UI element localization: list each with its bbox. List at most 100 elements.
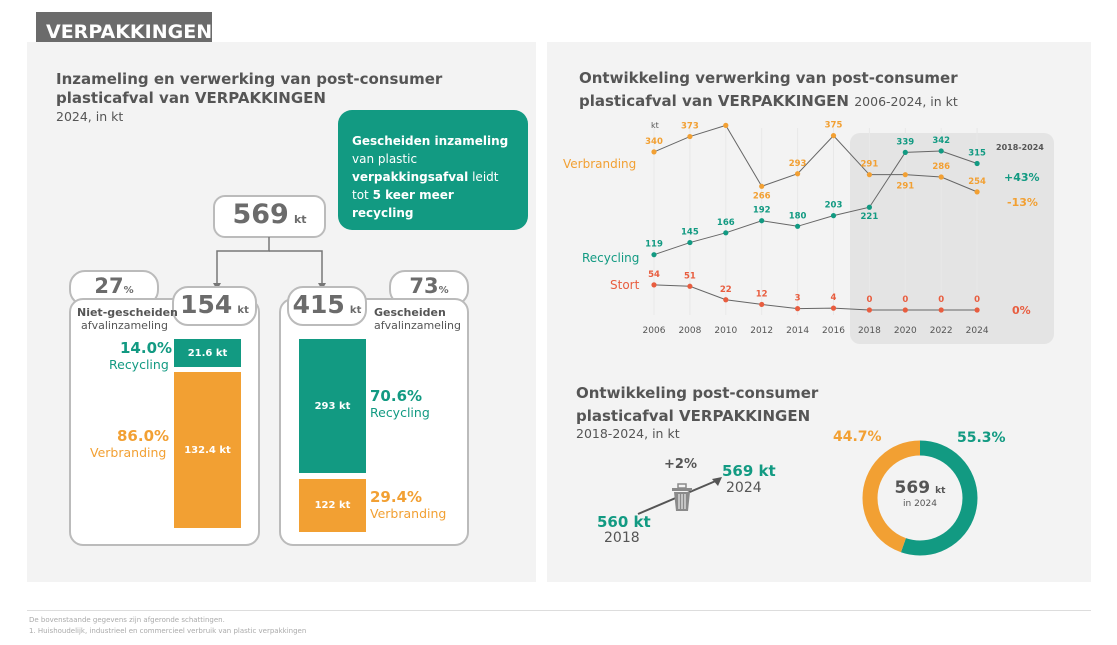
point-verbranding-2024 <box>974 189 980 195</box>
y-unit-label: kt <box>651 121 659 130</box>
gescheiden-recycling-pct: 70.6% <box>370 387 423 405</box>
data-label-recycling-2024: 315 <box>968 149 986 159</box>
data-label-stort-2010: 22 <box>720 285 732 295</box>
niet-unit: kt <box>237 305 249 316</box>
x-tick-2012: 2012 <box>750 326 773 336</box>
right-title-line1: Ontwikkeling verwerking van post-consume… <box>579 69 958 87</box>
to-value: 569 kt <box>722 462 776 480</box>
right-title-line2-text: plasticafval van VERPAKKINGEN <box>579 92 849 110</box>
gescheiden-value-box: 415 kt <box>287 286 367 326</box>
footer-note: De bovenstaande gegevens zijn afgeronde … <box>29 616 225 624</box>
total-box: 569 kt <box>213 195 326 238</box>
data-label-recycling-2012: 192 <box>753 206 771 216</box>
data-label-verbranding-2016: 375 <box>825 121 843 131</box>
point-recycling-2012 <box>759 218 765 224</box>
point-verbranding-2016 <box>830 133 837 139</box>
data-label-recycling-2018: 221 <box>861 212 879 222</box>
data-label-recycling-2006: 119 <box>645 240 663 250</box>
donut-center-unit: kt <box>935 486 946 496</box>
point-verbranding-2022 <box>938 174 944 180</box>
data-label-verbranding-2018: 291 <box>861 160 879 170</box>
data-label-stort-2024: 0 <box>974 295 980 305</box>
data-label-stort-2014: 3 <box>795 294 801 304</box>
total-unit: kt <box>293 213 307 226</box>
x-tick-2024: 2024 <box>966 326 989 336</box>
data-label-verbranding-2024: 254 <box>968 177 986 187</box>
point-verbranding-2014 <box>795 171 801 177</box>
donut-left-pct: 44.7% <box>833 429 882 445</box>
point-recycling-2016 <box>830 213 837 219</box>
niet-value-box: 154 kt <box>172 286 257 326</box>
footer-divider <box>27 610 1091 611</box>
data-label-verbranding-2020: 291 <box>896 182 914 192</box>
x-tick-2016: 2016 <box>822 326 845 336</box>
page-tag-footnote: 1 <box>212 22 220 33</box>
series-line-verbranding <box>653 124 978 193</box>
from-year: 2018 <box>604 530 640 546</box>
point-recycling-2006 <box>651 252 657 258</box>
gescheiden-share-unit: % <box>438 285 449 296</box>
point-recycling-2018 <box>866 204 872 210</box>
point-recycling-2014 <box>795 223 801 229</box>
data-label-stort-2008: 51 <box>684 271 696 281</box>
niet-verbranding-bar: 132.4 kt <box>174 372 241 528</box>
callout-part1: Gescheiden inzameling <box>352 134 509 148</box>
niet-recycling-label: Recycling <box>109 357 169 372</box>
niet-verbranding-pct: 86.0% <box>117 427 170 445</box>
point-stort-2006 <box>651 282 657 288</box>
point-stort-2016 <box>830 305 837 311</box>
data-label-recycling-2016: 203 <box>825 201 843 211</box>
niet-share-value: 27 <box>94 274 124 298</box>
data-label-recycling-2014: 180 <box>789 211 807 221</box>
point-recycling-2008 <box>687 239 693 246</box>
series-label-stort: Stort <box>610 278 640 292</box>
callout-box: Gescheiden inzameling van plastic verpak… <box>338 110 528 230</box>
to-year: 2024 <box>726 480 762 496</box>
point-stort-2018 <box>866 307 872 313</box>
point-verbranding-2008 <box>687 133 693 140</box>
data-label-verbranding-2014: 293 <box>789 159 807 169</box>
data-label-verbranding-2022: 286 <box>932 162 950 172</box>
data-label-stort-2016: 4 <box>831 293 837 303</box>
series-line-stort <box>653 284 978 311</box>
page-tag-text: VERPAKKINGEN <box>46 21 213 43</box>
highlight-band <box>850 133 1054 344</box>
data-label-stort-2012: 12 <box>756 289 768 299</box>
change-verbranding: -13% <box>1007 196 1038 209</box>
niet-verbranding-label: Verbranding <box>90 445 167 460</box>
point-stort-2010 <box>723 297 729 303</box>
x-tick-2014: 2014 <box>786 326 809 336</box>
gescheiden-recycling-bar: 293 kt <box>299 339 366 473</box>
left-title-line2: plasticafval van VERPAKKINGEN <box>56 89 326 107</box>
left-subtitle: 2024, in kt <box>56 109 124 124</box>
left-title-line1: Inzameling en verwerking van post-consum… <box>56 70 443 88</box>
niet-share-unit: % <box>123 285 134 296</box>
change-stort: 0% <box>1012 304 1031 317</box>
highlight-label: 2018-2024 <box>996 143 1044 152</box>
callout-part2: van plastic <box>352 152 418 166</box>
data-label-recycling-2022: 342 <box>932 136 950 146</box>
x-tick-2010: 2010 <box>714 326 737 336</box>
gescheiden-verbranding-pct: 29.4% <box>370 488 423 506</box>
niet-recycling-pct: 14.0% <box>120 339 173 357</box>
point-verbranding-2006 <box>651 149 657 155</box>
x-tick-2020: 2020 <box>894 326 917 336</box>
right-title-suffix: 2006-2024, in kt <box>854 94 958 109</box>
gescheiden-label2: afvalinzameling <box>374 319 462 332</box>
x-tick-2008: 2008 <box>678 326 701 336</box>
niet-value: 154 <box>180 290 233 319</box>
series-line-recycling <box>653 150 978 256</box>
line-chart: 2006 2008 2010 2012 2014 2016 2018 2020 2022 2024… <box>643 120 989 336</box>
gescheiden-recycling-label: Recycling <box>370 405 430 420</box>
total-value: 569 <box>232 199 289 230</box>
point-stort-2024 <box>974 307 980 313</box>
x-tick-2006: 2006 <box>643 326 666 336</box>
gescheiden-share-value: 73 <box>409 274 439 298</box>
data-label-verbranding-2006: 340 <box>645 137 663 147</box>
point-recycling-2022 <box>938 148 944 154</box>
data-label-stort-2022: 0 <box>938 295 944 305</box>
growth-pct: +2% <box>664 457 697 472</box>
point-stort-2008 <box>687 283 693 289</box>
donut-right-pct: 55.3% <box>957 430 1006 446</box>
niet-recycling-bar: 21.6 kt <box>174 339 241 367</box>
